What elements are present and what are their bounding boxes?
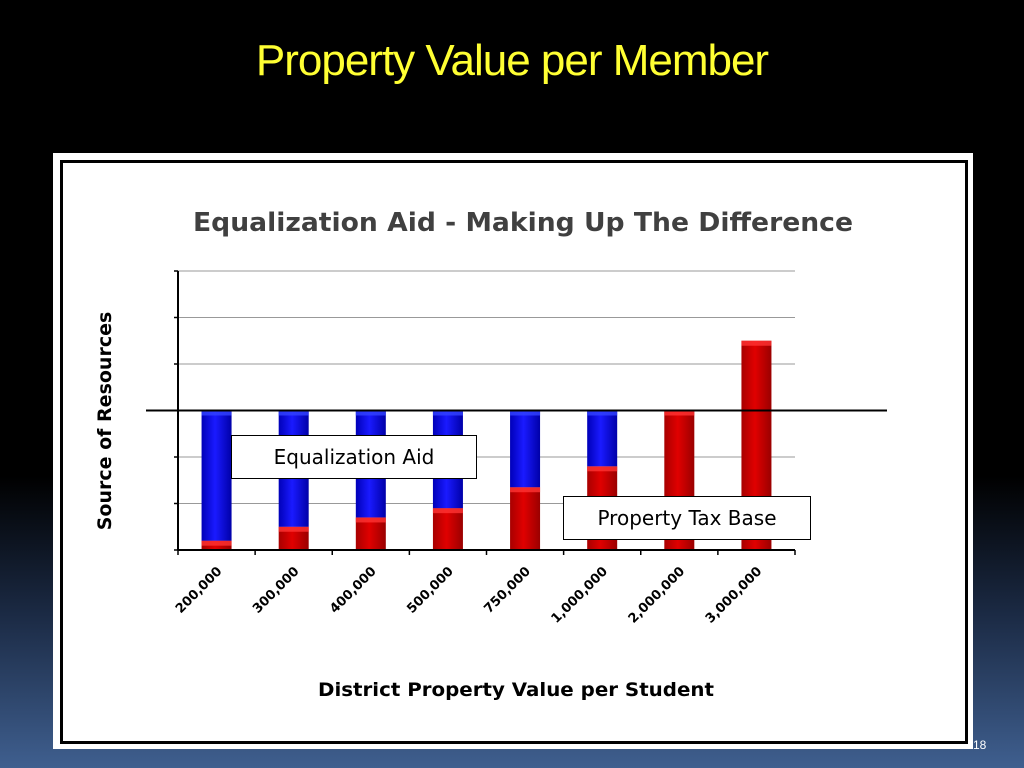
x-tick-labels: 200,000 300,000 400,000 500,000 750,000 1,000… [173,564,765,626]
bar-cap-equalization-aid [510,410,541,416]
x-tick-label: 300,000 [250,564,302,616]
bar-cap-property-tax-base [587,466,618,472]
bar-cap-property-tax-base [664,410,695,416]
bar-cap-property-tax-base [510,487,541,493]
property-tax-base-label: Property Tax Base [563,496,811,540]
bar-equalization-aid [201,410,232,541]
bar-property-tax-base [510,487,541,550]
bar-cap-property-tax-base [741,340,772,346]
axes [146,270,887,555]
bar-property-tax-base [355,517,386,550]
bar-property-tax-base [278,526,309,550]
chart-frame [60,160,968,744]
bar-cap-property-tax-base [355,517,386,523]
bar-cap-property-tax-base [201,540,232,546]
slide-number: 18 [973,738,987,752]
bar-equalization-aid [587,410,618,467]
x-tick-label: 400,000 [327,564,379,616]
equalization-aid-label: Equalization Aid [231,435,477,479]
bar-cap-property-tax-base [278,526,309,532]
bar-cap-equalization-aid [432,410,463,416]
x-tick-label: 200,000 [173,564,225,616]
bar-cap-property-tax-base [432,508,463,514]
bar-cap-equalization-aid [201,410,232,416]
x-tick-label: 2,000,000 [626,564,688,626]
x-tick-label: 500,000 [404,564,456,616]
chart-svg: Equalization Aid - Making Up The Differe… [94,208,887,701]
bar-cap-equalization-aid [278,410,309,416]
x-tick-label: 1,000,000 [549,564,611,626]
chart-panel: Equalization Aid - Making Up The Differe… [53,153,973,749]
y-axis-label: Source of Resources [94,312,116,531]
bar-cap-equalization-aid [587,410,618,416]
slide-title: Property Value per Member [255,36,769,85]
chart-title: Equalization Aid - Making Up The Differe… [193,208,853,238]
x-axis-label: District Property Value per Student [318,679,714,701]
bar-equalization-aid [510,410,541,488]
bar-property-tax-base [432,508,463,550]
x-tick-label: 750,000 [481,564,533,616]
bar-cap-equalization-aid [355,410,386,416]
x-tick-label: 3,000,000 [703,564,765,626]
